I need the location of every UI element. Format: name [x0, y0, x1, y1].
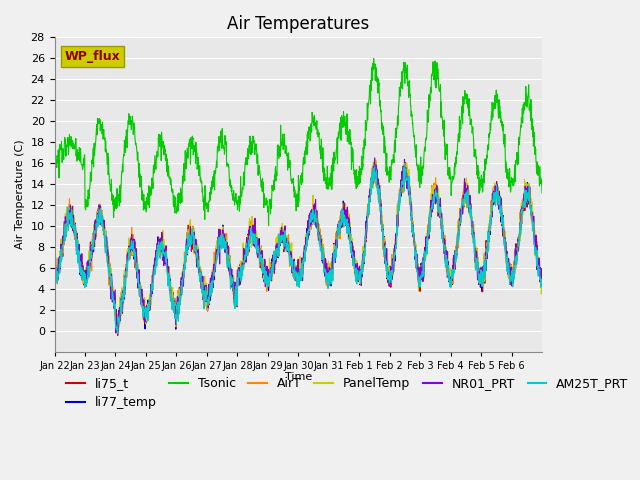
AirT — [51, 268, 58, 274]
li77_temp — [276, 240, 284, 246]
PanelTemp — [113, 328, 120, 334]
AirT — [113, 329, 121, 335]
NR01_PRT — [413, 264, 421, 269]
Tsonic — [538, 190, 546, 196]
AM25T_PRT — [276, 241, 284, 247]
Tsonic — [532, 160, 540, 166]
X-axis label: Time: Time — [285, 372, 312, 382]
li75_t — [538, 273, 546, 279]
li77_temp — [51, 272, 58, 277]
li75_t — [276, 240, 284, 246]
li77_temp — [114, 328, 122, 334]
NR01_PRT — [532, 239, 540, 244]
li77_temp — [485, 234, 493, 240]
AM25T_PRT — [51, 270, 58, 276]
PanelTemp — [485, 221, 493, 227]
li75_t — [285, 250, 293, 255]
li77_temp — [413, 265, 421, 271]
AM25T_PRT — [538, 277, 546, 283]
Legend: li75_t, li77_temp, Tsonic, AirT, PanelTemp, NR01_PRT, AM25T_PRT: li75_t, li77_temp, Tsonic, AirT, PanelTe… — [61, 372, 634, 414]
AM25T_PRT — [114, 331, 122, 336]
NR01_PRT — [285, 246, 293, 252]
NR01_PRT — [51, 269, 58, 275]
li77_temp — [532, 251, 540, 257]
AM25T_PRT — [127, 244, 135, 250]
AirT — [276, 236, 284, 241]
Tsonic — [413, 164, 421, 169]
AM25T_PRT — [485, 247, 493, 253]
Title: Air Temperatures: Air Temperatures — [227, 15, 369, 33]
PanelTemp — [127, 233, 135, 239]
li75_t — [371, 157, 378, 163]
PanelTemp — [372, 157, 380, 163]
AirT — [532, 250, 540, 255]
NR01_PRT — [127, 236, 135, 241]
PanelTemp — [276, 233, 284, 239]
AirT — [127, 239, 135, 244]
Line: Tsonic: Tsonic — [54, 59, 542, 226]
NR01_PRT — [276, 233, 284, 239]
AirT — [413, 264, 421, 270]
Tsonic — [276, 149, 284, 155]
li75_t — [485, 235, 493, 241]
Text: WP_flux: WP_flux — [64, 50, 120, 63]
PanelTemp — [51, 267, 58, 273]
li77_temp — [285, 242, 293, 248]
NR01_PRT — [538, 273, 546, 278]
Line: li77_temp: li77_temp — [54, 162, 542, 331]
Line: PanelTemp: PanelTemp — [54, 160, 542, 331]
AirT — [401, 161, 409, 167]
li75_t — [127, 243, 135, 249]
li75_t — [413, 266, 421, 272]
Y-axis label: Air Temperature (C): Air Temperature (C) — [15, 140, 25, 249]
li75_t — [51, 272, 58, 277]
li77_temp — [538, 277, 546, 283]
NR01_PRT — [371, 155, 378, 161]
AM25T_PRT — [532, 251, 540, 256]
Tsonic — [51, 174, 58, 180]
PanelTemp — [285, 243, 293, 249]
AM25T_PRT — [401, 160, 408, 166]
AirT — [538, 275, 546, 280]
PanelTemp — [413, 258, 421, 264]
Line: AirT: AirT — [54, 164, 542, 332]
Line: li75_t: li75_t — [54, 160, 542, 336]
Tsonic — [370, 56, 378, 61]
li75_t — [114, 333, 122, 338]
PanelTemp — [532, 243, 540, 249]
PanelTemp — [538, 282, 546, 288]
NR01_PRT — [112, 330, 120, 336]
li77_temp — [371, 159, 379, 165]
li75_t — [532, 251, 540, 256]
Tsonic — [127, 122, 134, 128]
AirT — [285, 254, 293, 260]
NR01_PRT — [485, 235, 493, 241]
AirT — [485, 238, 493, 244]
li77_temp — [127, 247, 135, 252]
AM25T_PRT — [285, 243, 293, 249]
AM25T_PRT — [413, 269, 421, 275]
Line: NR01_PRT: NR01_PRT — [54, 158, 542, 333]
Line: AM25T_PRT: AM25T_PRT — [54, 163, 542, 334]
Tsonic — [265, 223, 273, 228]
Tsonic — [485, 144, 493, 150]
Tsonic — [285, 160, 293, 166]
